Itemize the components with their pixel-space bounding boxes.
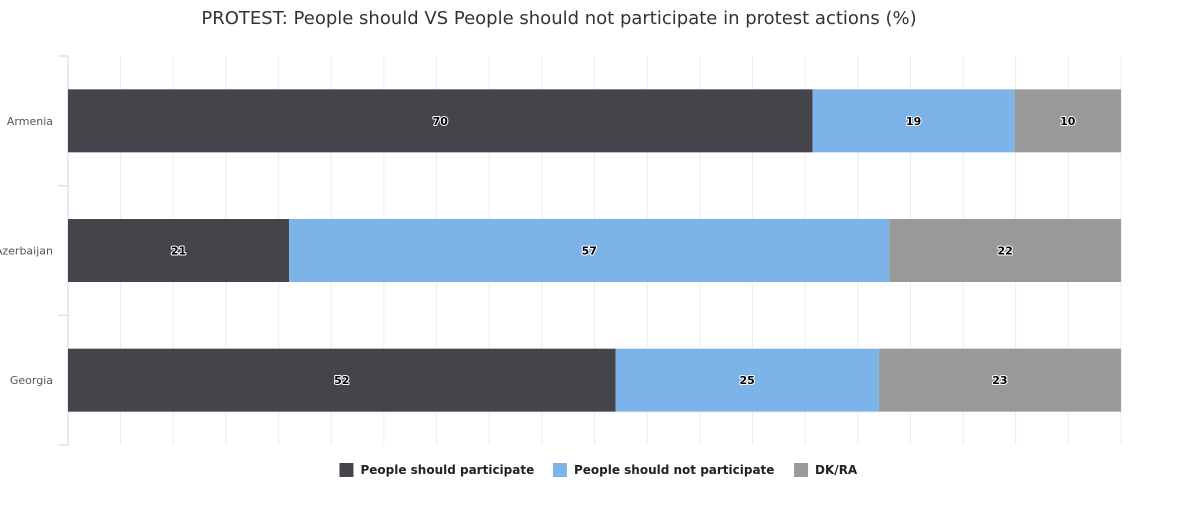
legend-swatch[interactable]: [552, 463, 567, 477]
data-label: 23: [992, 374, 1007, 387]
data-label: 25: [740, 374, 755, 387]
bar-segment[interactable]: [289, 219, 890, 282]
bar-segment[interactable]: [1014, 89, 1121, 153]
bar-segment[interactable]: [889, 219, 1121, 282]
bar-segment[interactable]: [878, 348, 1121, 412]
bar-series: [68, 89, 1121, 412]
data-label: 10: [1060, 115, 1076, 128]
legend-swatch[interactable]: [339, 463, 354, 477]
bar-segment[interactable]: [68, 348, 616, 412]
data-label: 19: [906, 115, 921, 128]
data-label: 52: [334, 374, 349, 387]
chart-title: PROTEST: People should VS People should …: [201, 8, 917, 29]
data-label: 57: [582, 245, 597, 258]
legend-item-label[interactable]: DK/RA: [815, 463, 858, 477]
category-label: Armenia: [7, 115, 53, 128]
data-labels: 70 19 10 21 57 22 52 25 23: [170, 114, 1077, 388]
legend[interactable]: People should participate People should n…: [339, 463, 858, 477]
data-label: 21: [171, 245, 186, 258]
legend-swatch[interactable]: [794, 463, 809, 477]
data-label: 70: [433, 115, 449, 128]
data-label: 22: [998, 245, 1013, 258]
bar-segment[interactable]: [68, 89, 813, 153]
bar-segment[interactable]: [68, 219, 290, 282]
category-axis: Armenia Azerbaijan Georgia: [0, 55, 69, 446]
category-label: Azerbaijan: [0, 245, 53, 258]
legend-item-label[interactable]: People should participate: [360, 463, 534, 477]
category-label: Georgia: [10, 374, 53, 387]
legend-item-label[interactable]: People should not participate: [574, 463, 775, 477]
bar-segment[interactable]: [812, 89, 1015, 153]
bar-segment[interactable]: [615, 348, 879, 412]
